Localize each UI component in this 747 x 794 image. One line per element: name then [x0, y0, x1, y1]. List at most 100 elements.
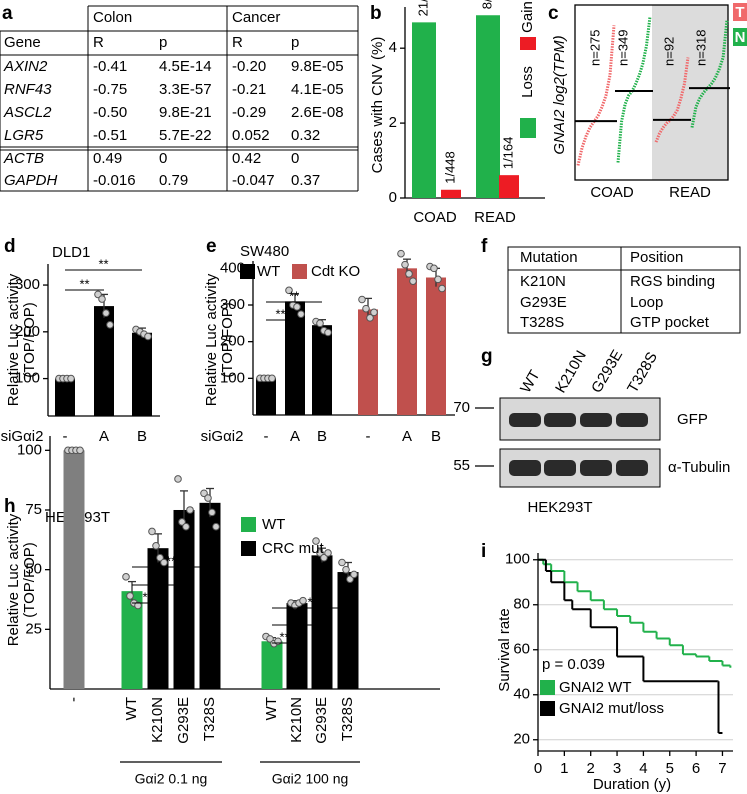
data-point [312, 537, 320, 545]
n-label: n=349 [615, 29, 630, 66]
data-point [134, 601, 142, 610]
y-tick-label: 50 [25, 561, 42, 578]
significance-label: ** [79, 276, 89, 291]
legend-label: GNAI2 mut/loss [559, 700, 664, 717]
bar [358, 309, 378, 415]
bar [261, 641, 283, 689]
bar [256, 378, 276, 415]
panel-letter: g [481, 346, 493, 367]
y-tick-label: 200 [15, 323, 40, 340]
data-point [208, 508, 216, 517]
table-cell: -0.016 [93, 172, 136, 189]
legend-label: Cdt KO [311, 263, 360, 280]
legend-swatch [241, 541, 256, 556]
shade [652, 5, 728, 180]
x-tick-label: T328S [201, 697, 218, 741]
table-cell: 9.8E-05 [291, 58, 344, 75]
column-header: p [291, 34, 299, 51]
group-header: Cancer [232, 9, 280, 26]
plot-frame [574, 4, 729, 181]
bar [132, 332, 152, 416]
data-point [299, 596, 307, 605]
y-tick-label: 100 [15, 370, 40, 387]
bar [312, 325, 332, 415]
bar [173, 509, 195, 689]
table-cell: -0.50 [93, 104, 127, 121]
panel-letter: e [206, 236, 217, 257]
bar [311, 555, 333, 689]
blot-band [616, 460, 648, 476]
blot-caption: HEK293T [527, 499, 592, 516]
y-tick-label: 60 [513, 641, 530, 658]
legend-swatch [520, 37, 536, 50]
blot-band [580, 413, 612, 427]
legend-swatch [292, 264, 307, 279]
x-tick-label: B [137, 428, 147, 445]
table-cell: GTP pocket [630, 314, 710, 331]
y-tick-label: 2 [389, 114, 397, 131]
x-tick-label: A [290, 428, 300, 445]
table-cell: -0.51 [93, 127, 127, 144]
data-point [342, 565, 350, 574]
legend-swatch [540, 680, 555, 695]
lane-label: T328S [624, 349, 661, 396]
data-point [106, 321, 114, 329]
table-cell: -0.21 [232, 81, 266, 98]
lane-label: G293E [588, 347, 626, 396]
significance-label: ** [279, 629, 289, 644]
table-border [507, 246, 741, 334]
column-header: R [93, 34, 104, 51]
y-tick-label: 80 [513, 596, 530, 613]
y-tick-label: 300 [220, 296, 245, 313]
x-tick-label: 3 [613, 760, 621, 777]
table-cell: RGS binding [630, 273, 715, 290]
lane-label: K210N [552, 348, 590, 396]
group-label: Gαi2 0.1 ng [135, 771, 208, 787]
x-tick-label: - [264, 428, 269, 445]
n-label: n=275 [587, 29, 602, 66]
column-header: Gene [4, 34, 41, 51]
legend-swatch [733, 3, 747, 21]
x-tick-label: 0 [534, 760, 542, 777]
table-cell: T328S [520, 314, 564, 331]
x-tick-label: B [317, 428, 327, 445]
y-axis-label: Relative Luc activity [5, 513, 22, 646]
x-tick-label: 6 [692, 760, 700, 777]
legend-label: T [735, 4, 744, 21]
y-tick-label: 20 [513, 731, 530, 748]
x-tick-label: B [431, 428, 441, 445]
data-point [338, 558, 346, 567]
y-axis-label: Cases with CNV (%) [369, 37, 386, 174]
data-point [174, 475, 182, 483]
data-point [285, 286, 293, 295]
data-point [293, 303, 301, 311]
blot-band [580, 460, 612, 476]
x-tick-label: 2 [587, 760, 595, 777]
x-tick-label: A [402, 428, 412, 445]
y-tick-label: 25 [25, 620, 42, 637]
bar [199, 502, 221, 689]
significance-label: ** [289, 288, 299, 303]
data-point [297, 310, 305, 318]
legend-swatch [241, 517, 256, 532]
y-axis-label: GNAI2 log2(TPM) [551, 35, 568, 154]
data-point [316, 549, 324, 557]
data-point [148, 527, 156, 536]
y-axis-label: Relative Luc activity [5, 273, 22, 406]
table-cell: 4.5E-14 [159, 58, 212, 75]
legend-label: GNAI2 WT [559, 679, 632, 696]
panel-letter: h [4, 496, 16, 517]
panel-title: DLD1 [52, 244, 90, 261]
data-point [126, 592, 134, 600]
table-cell: GAPDH [4, 172, 58, 189]
x-tick-label: 1 [560, 760, 568, 777]
blot-band [509, 413, 541, 427]
table-cell: -0.20 [232, 58, 266, 75]
x-tick-label: 7 [718, 760, 726, 777]
table-cell: 0 [159, 150, 167, 167]
significance-label: ** [153, 571, 163, 586]
y-axis-label: Relative Luc activity [203, 273, 220, 406]
table-cell: -0.29 [232, 104, 266, 121]
